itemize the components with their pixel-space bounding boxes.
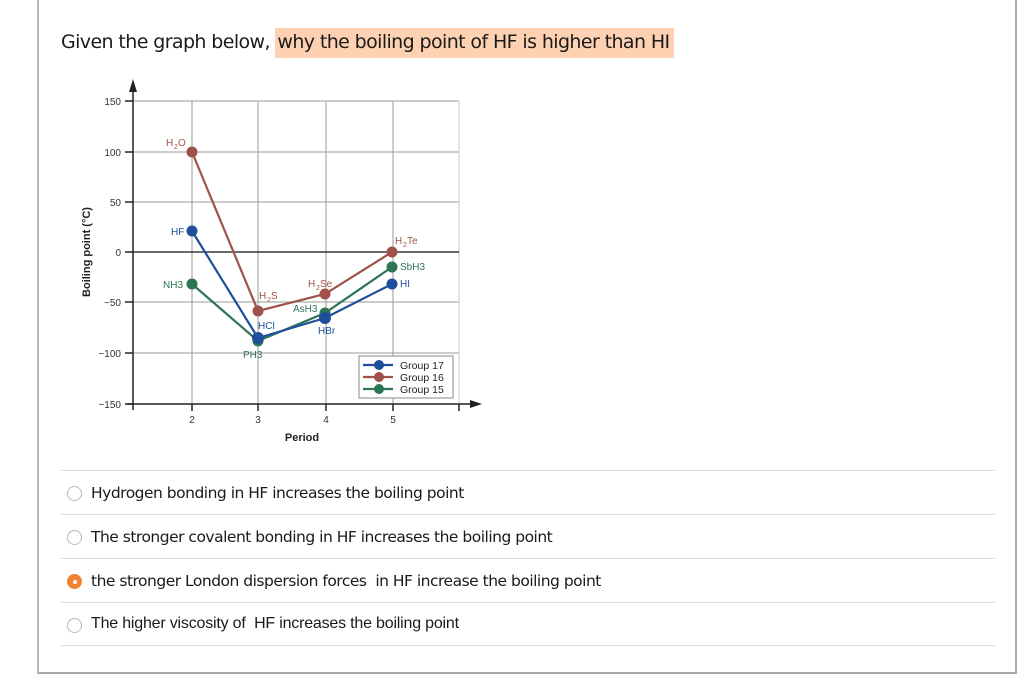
svg-text:4: 4 — [323, 415, 329, 426]
boiling-point-chart: 150 100 50 0 −50 −100 −150 2 3 4 5 Perio… — [60, 70, 500, 455]
x-axis-label: Period — [285, 432, 319, 444]
series-group-16 — [186, 146, 398, 317]
svg-text:NH3: NH3 — [163, 280, 183, 291]
svg-text:2: 2 — [174, 144, 178, 151]
question-text: Given the graph below, why the boiling p… — [61, 28, 674, 58]
svg-text:AsH3: AsH3 — [293, 304, 318, 315]
radio-unchecked-icon[interactable] — [67, 530, 82, 545]
radio-unchecked-icon[interactable] — [67, 617, 82, 633]
question-highlight: why the boiling point of HF is higher th… — [275, 28, 674, 58]
svg-text:150: 150 — [104, 97, 121, 108]
x-tick-labels: 2 3 4 5 — [189, 415, 396, 426]
svg-text:100: 100 — [104, 148, 121, 159]
svg-text:HI: HI — [400, 279, 410, 290]
svg-text:3: 3 — [255, 415, 261, 426]
svg-text:−150: −150 — [98, 400, 121, 411]
svg-text:Se: Se — [320, 279, 333, 290]
series-group-17 — [186, 225, 398, 344]
svg-text:2: 2 — [189, 415, 195, 426]
svg-text:50: 50 — [110, 198, 122, 209]
svg-text:HBr: HBr — [318, 326, 336, 337]
question-prefix: Given the graph below, — [61, 31, 276, 53]
point-labels: H 2 O HF NH3 H 2 S HCl PH3 H 2 Se AsH3 H… — [163, 138, 425, 361]
option-london-dispersion[interactable]: the stronger London dispersion forces in… — [61, 558, 995, 602]
option-label: The stronger covalent bonding in HF incr… — [91, 527, 553, 546]
option-label: The higher viscosity of HF increases the… — [91, 615, 459, 632]
svg-text:H: H — [259, 291, 266, 302]
option-hydrogen-bonding[interactable]: Hydrogen bonding in HF increases the boi… — [61, 470, 995, 514]
svg-text:−50: −50 — [104, 298, 121, 309]
option-label: Hydrogen bonding in HF increases the boi… — [91, 483, 464, 502]
svg-text:Te: Te — [407, 236, 418, 247]
option-viscosity[interactable]: The higher viscosity of HF increases the… — [61, 602, 995, 646]
radio-unchecked-icon[interactable] — [67, 486, 82, 501]
answer-options: Hydrogen bonding in HF increases the boi… — [61, 470, 995, 646]
svg-text:H: H — [166, 138, 173, 149]
svg-text:HCl: HCl — [258, 321, 275, 332]
svg-text:PH3: PH3 — [243, 350, 263, 361]
svg-text:2: 2 — [316, 285, 320, 292]
svg-text:H: H — [308, 279, 315, 290]
svg-text:Group 15: Group 15 — [400, 384, 444, 396]
svg-text:Group 17: Group 17 — [400, 360, 444, 372]
y-tick-labels: 150 100 50 0 −50 −100 −150 — [98, 97, 121, 411]
question-card — [37, 0, 1017, 674]
svg-text:Group 16: Group 16 — [400, 372, 444, 384]
svg-text:S: S — [271, 291, 278, 302]
svg-text:5: 5 — [390, 415, 396, 426]
svg-text:2: 2 — [403, 242, 407, 249]
y-axis-label: Boiling point (°C) — [81, 207, 93, 297]
option-label: the stronger London dispersion forces in… — [91, 571, 601, 590]
chart-legend: Group 17 Group 16 Group 15 — [358, 355, 454, 399]
svg-text:O: O — [178, 138, 186, 149]
svg-text:SbH3: SbH3 — [400, 262, 425, 273]
chart-axes — [125, 79, 482, 411]
svg-text:2: 2 — [267, 297, 271, 304]
option-covalent-bonding[interactable]: The stronger covalent bonding in HF incr… — [61, 514, 995, 558]
radio-checked-icon[interactable] — [67, 574, 82, 589]
svg-text:HF: HF — [171, 227, 184, 238]
svg-text:−100: −100 — [98, 349, 121, 360]
svg-text:H: H — [395, 236, 402, 247]
svg-text:0: 0 — [115, 248, 121, 259]
